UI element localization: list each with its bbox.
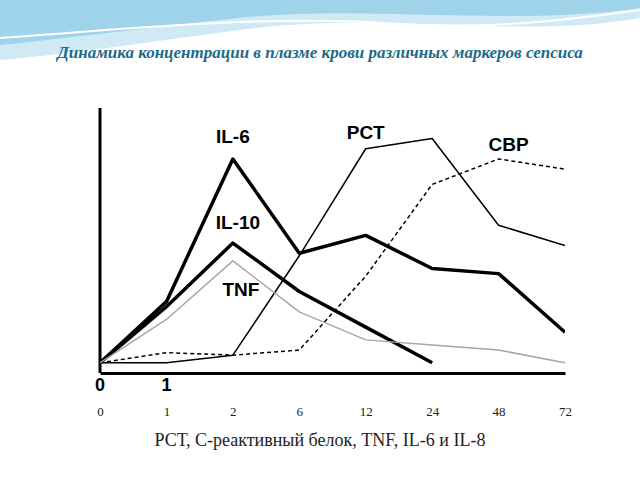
series-label: PCT <box>347 122 385 143</box>
series-label: CBP <box>489 134 529 155</box>
x-axis: 012612244872 <box>97 373 572 419</box>
series-line <box>100 159 565 363</box>
y-axis-line <box>99 108 102 373</box>
series-label: IL-10 <box>216 212 260 233</box>
series-label: TNF <box>222 279 259 300</box>
x-tick: 48 <box>493 373 506 419</box>
annotation: 1 <box>161 375 171 395</box>
x-tick: 2 <box>230 373 237 419</box>
title: Динамика концентрации в плазме крови раз… <box>55 43 583 62</box>
subtitle: РСТ, С-реактивный белок, TNF, IL-6 и IL-… <box>155 430 486 450</box>
series-line <box>100 159 565 363</box>
x-tick-label: 72 <box>559 404 572 419</box>
lines <box>100 139 565 363</box>
x-tick-label: 1 <box>164 404 171 419</box>
x-tick-label: 24 <box>426 404 440 419</box>
series-line <box>100 261 565 363</box>
chart: Динамика концентрации в плазме крови раз… <box>0 0 640 480</box>
series-line <box>100 243 432 363</box>
wave <box>0 0 640 45</box>
x-tick-label: 2 <box>230 404 237 419</box>
x-tick: 6 <box>297 373 304 419</box>
annotation: 0 <box>95 375 105 395</box>
x-tick: 72 <box>559 373 572 419</box>
x-tick-label: 6 <box>297 404 304 419</box>
x-tick: 12 <box>360 373 373 419</box>
x-tick: 24 <box>426 373 440 419</box>
series-line <box>100 139 565 363</box>
x-tick-label: 48 <box>493 404 506 419</box>
x-tick-label: 12 <box>360 404 373 419</box>
x-tick-label: 0 <box>97 404 104 419</box>
wave-line <box>0 10 640 38</box>
series-label: IL-6 <box>216 126 250 147</box>
